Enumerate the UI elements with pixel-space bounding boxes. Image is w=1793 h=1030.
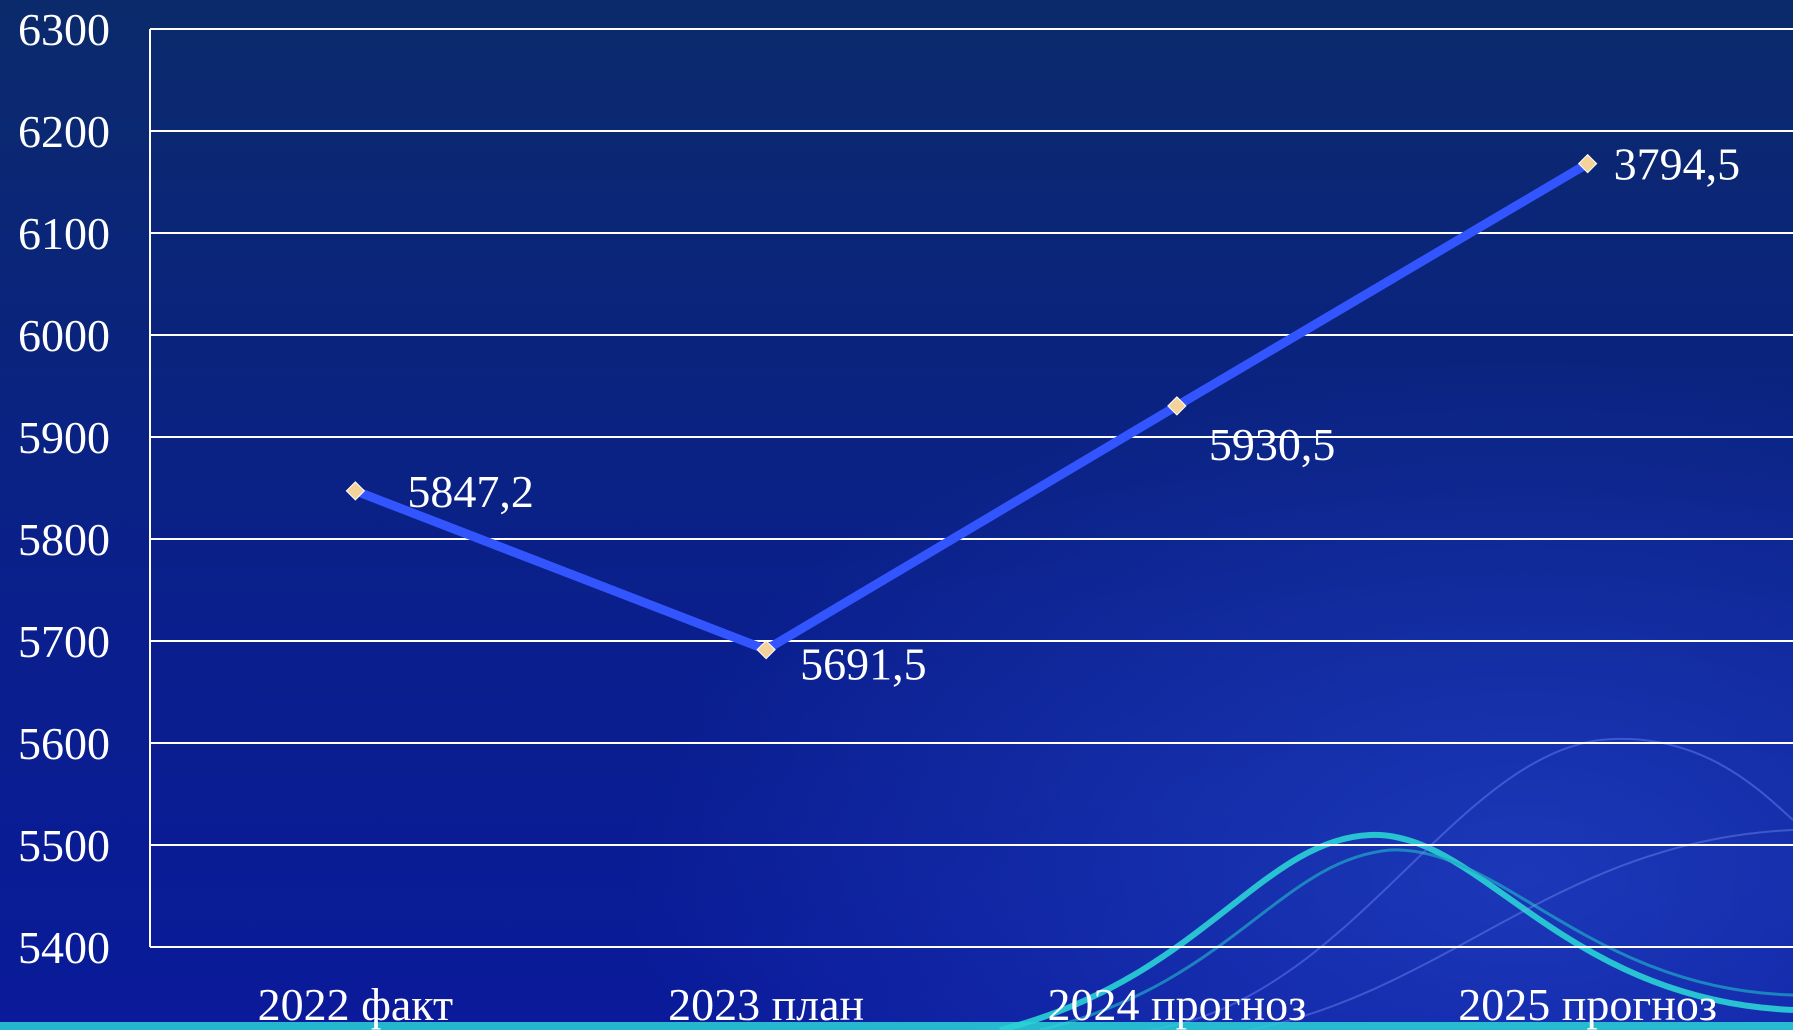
x-category-label: 2025 прогноз <box>1458 979 1717 1030</box>
data-point-marker <box>756 639 776 660</box>
y-tick-label: 5500 <box>18 820 110 871</box>
wave-ribbon-3 <box>1149 737 1793 1030</box>
data-label-layer: 5847,2 5691,5 5930,5 3794,5 <box>407 139 1740 690</box>
y-tick-label: 6100 <box>18 208 110 259</box>
y-tick-label: 5700 <box>18 616 110 667</box>
data-point-marker <box>1577 153 1598 174</box>
series-layer <box>350 159 1593 655</box>
decorative-waves <box>0 737 1793 1030</box>
wave-ribbon-4 <box>1249 829 1793 1030</box>
wave-ribbon-2 <box>1039 848 1793 1030</box>
data-point-marker <box>1167 396 1187 416</box>
grid-layer <box>149 28 1793 948</box>
x-category-label: 2022 факт <box>258 979 454 1030</box>
y-tick-label: 6200 <box>18 106 110 157</box>
x-category-label: 2023 план <box>668 979 864 1030</box>
y-tick-label: 5400 <box>18 922 110 973</box>
data-label: 5930,5 <box>1209 419 1336 470</box>
data-label: 5691,5 <box>800 639 927 690</box>
series-line <box>350 159 1593 655</box>
wave-ribbon-1 <box>999 831 1793 1030</box>
y-tick-label: 6300 <box>18 4 110 55</box>
y-tick-label: 6000 <box>18 310 110 361</box>
y-axis-tick-labels: 5400 5500 5600 5700 5800 5900 6000 6100 6200 6300 <box>18 4 110 973</box>
y-tick-label: 5900 <box>18 412 110 463</box>
x-category-label: 2024 прогноз <box>1047 979 1306 1030</box>
y-tick-label: 5600 <box>18 718 110 769</box>
data-label: 3794,5 <box>1614 139 1741 190</box>
marker-layer <box>345 153 1598 660</box>
data-label: 5847,2 <box>407 466 534 517</box>
y-tick-label: 5800 <box>18 514 110 565</box>
data-point-marker <box>345 481 366 501</box>
x-axis-category-labels: 2022 факт 2023 план 2024 прогноз 2025 прогн… <box>258 979 1717 1030</box>
